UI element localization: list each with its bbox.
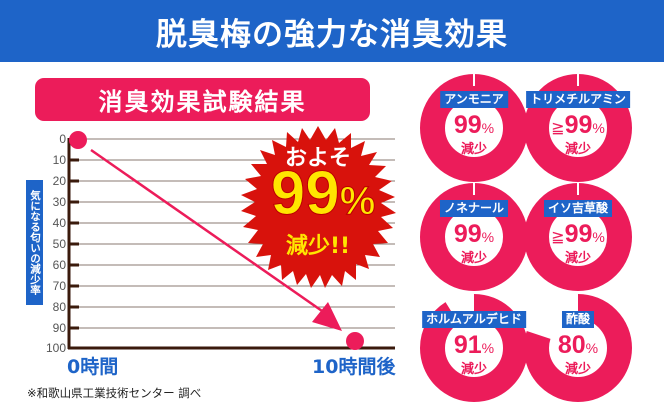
y-tick: 70 (52, 279, 66, 293)
donut-ring (420, 294, 528, 402)
y-tick: 50 (52, 237, 66, 251)
donut-value: ≧99% (551, 111, 605, 139)
starburst-callout (241, 126, 396, 288)
end-point (346, 332, 364, 350)
source-footnote: ※和歌山県工業技術センター 調べ (27, 386, 202, 400)
donut-ring (420, 74, 528, 182)
y-tick: 40 (52, 216, 66, 230)
donut-trimethylamine: トリメチルアミン ≧99% 減少 (524, 74, 632, 182)
donut-label: ノネナール (439, 200, 509, 217)
donut-sub: 減少 (564, 142, 591, 157)
donut-sub: 減少 (564, 251, 591, 266)
donut-sub: 減少 (460, 251, 487, 266)
donut-value: 99% (453, 111, 495, 139)
start-point (69, 131, 87, 149)
callout-number: 99 (270, 159, 340, 228)
donut-value: ≧99% (551, 220, 605, 248)
donut-acetic-acid: 酢酸 80% 減少 (524, 294, 632, 402)
y-tick: 90 (52, 321, 66, 335)
y-tick: 10 (52, 153, 66, 167)
donut-nonenal: ノネナール 99% 減少 (420, 183, 528, 291)
donut-label: ホルムアルデヒド (422, 311, 526, 328)
y-tick: 30 (52, 195, 66, 209)
donut-label: 酢酸 (561, 311, 595, 328)
y-tick: 80 (52, 300, 66, 314)
donut-value: 91% (453, 331, 495, 359)
callout-bottom: 減少!! (285, 234, 351, 259)
donut-label: イソ吉草酸 (543, 200, 613, 217)
donut-label: トリメチルアミン (526, 91, 630, 108)
tick-marks (69, 158, 79, 330)
donut-sub: 減少 (460, 362, 487, 377)
donut-value: 99% (453, 220, 495, 248)
y-tick: 100 (45, 341, 66, 355)
donut-formaldehyde: ホルムアルデヒド 91% 減少 (420, 294, 528, 402)
donut-ring (524, 294, 632, 402)
donut-ring (420, 183, 528, 291)
y-axis-label: 気になる匂いの減少率 (26, 180, 43, 305)
x-tick-start: 0時間 (67, 356, 119, 378)
header-bar: 脱臭梅の強力な消臭効果 (0, 0, 664, 62)
y-tick: 20 (52, 174, 66, 188)
donut-label: アンモニア (440, 91, 508, 108)
callout-value: 99% (238, 159, 408, 235)
chart-title: 消臭効果試験結果 (98, 88, 307, 116)
y-tick: 0 (59, 132, 66, 146)
page-title: 脱臭梅の強力な消臭効果 (156, 16, 508, 53)
donut-sub: 減少 (460, 142, 487, 157)
donut-ring (524, 74, 632, 182)
donut-sub: 減少 (564, 362, 591, 377)
chart-title-banner: 消臭効果試験結果 (35, 78, 370, 121)
donut-isovaleric-acid: イソ吉草酸 ≧99% 減少 (524, 183, 632, 291)
donut-ammonia: アンモニア 99% 減少 (420, 74, 528, 182)
trend-line (90, 148, 336, 322)
y-tick: 60 (52, 258, 66, 272)
donut-value: 80% (557, 331, 599, 359)
callout-unit: % (339, 179, 376, 224)
arrow-head-icon (312, 302, 342, 331)
donut-ring (524, 183, 632, 291)
x-tick-end: 10時間後 (312, 356, 396, 378)
callout-top: およそ (284, 146, 351, 171)
